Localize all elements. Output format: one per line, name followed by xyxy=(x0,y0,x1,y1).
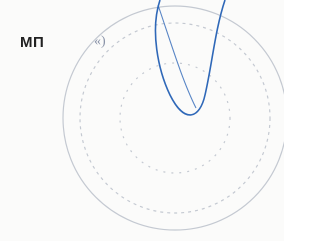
stamp-label: МП xyxy=(20,34,44,51)
stamp-inner-ring xyxy=(80,23,270,213)
signature xyxy=(155,0,225,115)
stamp-center-ring xyxy=(120,63,230,173)
document-page: МП «) xyxy=(0,0,284,241)
date-quote: «) xyxy=(94,34,106,50)
signature-stroke xyxy=(158,5,196,108)
